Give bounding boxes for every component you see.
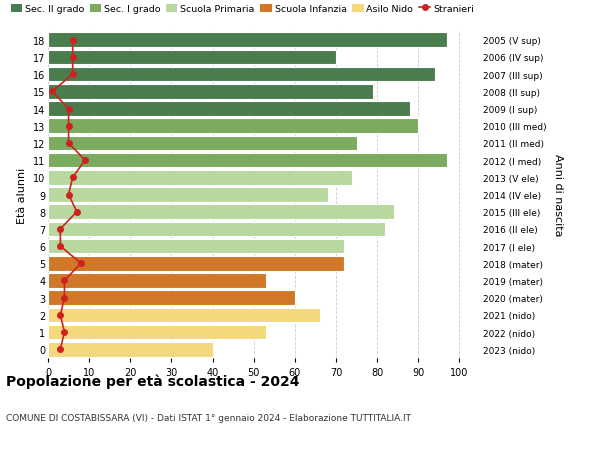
Bar [48, 171, 352, 185]
Bar [48, 205, 394, 219]
Bar [48, 85, 373, 100]
Bar [48, 136, 356, 151]
Bar [48, 325, 266, 340]
Bar [48, 68, 435, 82]
Bar [48, 257, 344, 271]
Bar [48, 308, 320, 322]
Bar [48, 102, 410, 117]
Text: Popolazione per età scolastica - 2024: Popolazione per età scolastica - 2024 [6, 374, 299, 389]
Bar [48, 34, 447, 48]
Bar [48, 153, 447, 168]
Legend: Sec. II grado, Sec. I grado, Scuola Primaria, Scuola Infanzia, Asilo Nido, Stran: Sec. II grado, Sec. I grado, Scuola Prim… [11, 5, 474, 14]
Bar [48, 291, 295, 305]
Bar [48, 342, 212, 357]
Bar [48, 188, 328, 202]
Text: COMUNE DI COSTABISSARA (VI) - Dati ISTAT 1° gennaio 2024 - Elaborazione TUTTITAL: COMUNE DI COSTABISSARA (VI) - Dati ISTAT… [6, 413, 411, 422]
Bar [48, 119, 418, 134]
Y-axis label: Età alunni: Età alunni [17, 167, 27, 223]
Bar [48, 222, 385, 237]
Bar [48, 274, 266, 288]
Bar [48, 239, 344, 254]
Bar [48, 50, 336, 65]
Y-axis label: Anni di nascita: Anni di nascita [553, 154, 563, 236]
